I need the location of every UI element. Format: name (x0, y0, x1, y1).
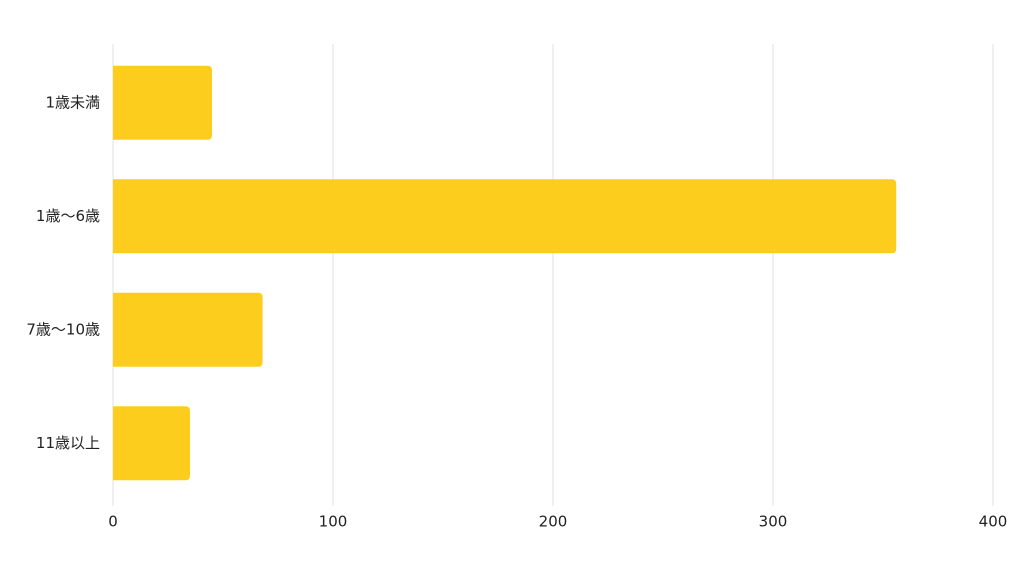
y-tick-label: 11歳以上 (36, 434, 100, 452)
x-tick-label: 100 (319, 513, 348, 531)
bar (113, 406, 190, 481)
x-tick-label: 300 (759, 513, 788, 531)
x-tick-label: 200 (539, 513, 568, 531)
bar (113, 292, 263, 367)
y-tick-label: 1歳〜6歳 (36, 207, 100, 225)
bar (113, 179, 897, 254)
bar (113, 65, 212, 140)
x-tick-label: 0 (108, 513, 118, 531)
x-tick-label: 400 (979, 513, 1008, 531)
y-tick-label: 7歳〜10歳 (26, 320, 100, 338)
y-tick-label: 1歳未満 (45, 93, 100, 111)
